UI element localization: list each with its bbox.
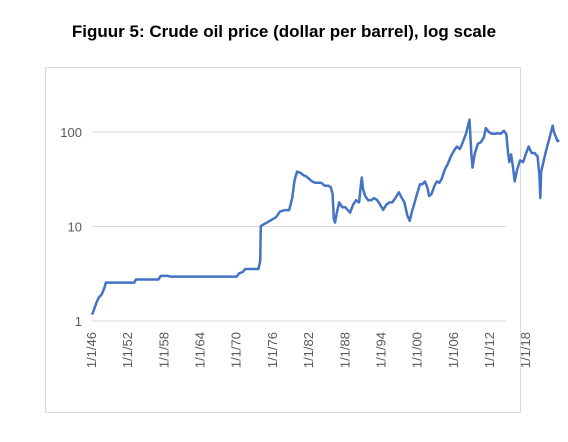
x-tick-label: 1/1/94: [373, 332, 388, 368]
x-tick-label: 1/1/88: [337, 332, 352, 368]
x-tick-label: 1/1/64: [193, 332, 208, 368]
x-tick-label: 1/1/46: [84, 332, 99, 368]
y-tick-label: 100: [60, 125, 82, 140]
x-tick-label: 1/1/52: [120, 332, 135, 368]
series-line: [90, 118, 560, 316]
plot-area: [90, 118, 560, 316]
y-axis-ticks: 1 10 100: [60, 125, 82, 329]
y-tick-label: 1: [75, 314, 82, 329]
x-tick-label: 1/1/76: [265, 332, 280, 368]
x-tick-label: 1/1/58: [156, 332, 171, 368]
x-tick-label: 1/1/18: [518, 332, 533, 368]
x-tick-label: 1/1/06: [446, 332, 461, 368]
chart-title: Figuur 5: Crude oil price (dollar per ba…: [71, 22, 497, 41]
x-tick-label: 1/1/82: [301, 332, 316, 368]
y-tick-label: 10: [68, 220, 82, 235]
x-tick-label: 1/1/00: [410, 332, 425, 368]
x-axis-ticks: 1/1/46 1/1/52 1/1/58 1/1/64 1/1/70 1/1/76 1/1/…: [84, 332, 533, 368]
chart-frame: [45, 67, 521, 413]
x-tick-label: 1/1/70: [229, 332, 244, 368]
x-tick-label: 1/1/12: [482, 332, 497, 368]
gridlines: [92, 131, 506, 322]
